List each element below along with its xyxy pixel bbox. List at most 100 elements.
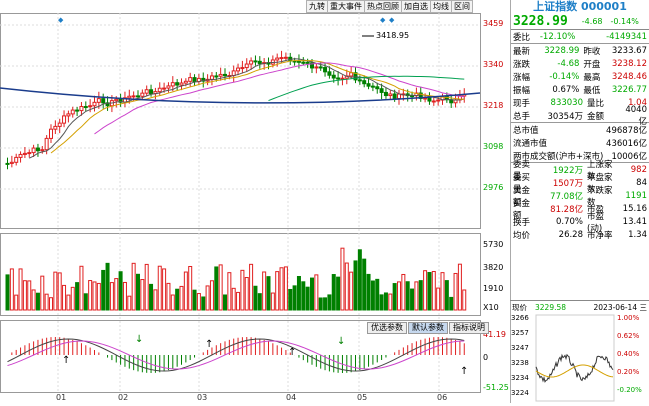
- candle-body: [170, 82, 175, 87]
- mini-datetime: 2023-06-14 三: [593, 302, 647, 312]
- volume-bar: [175, 288, 180, 311]
- quote-label: 两市成交额(沪市+深市): [513, 151, 604, 162]
- candle-body: [183, 80, 188, 84]
- mini-avg-line: [535, 364, 614, 378]
- quote-panel: 上证指数 000001 3228.99 -4.68 -0.14% 委比 -12.1…: [510, 0, 649, 403]
- candle-body: [223, 73, 227, 77]
- volume-bar: [53, 271, 58, 311]
- macd-dif-line: [7, 338, 465, 372]
- candle-body: [70, 109, 75, 115]
- date-label: 05: [357, 393, 368, 402]
- candle-body: [27, 152, 32, 155]
- volume-bar: [314, 274, 319, 311]
- candle-body: [214, 75, 219, 78]
- candle-body: [431, 100, 436, 103]
- volume-bar: [136, 273, 140, 311]
- macd-axis-label: 41.19: [483, 330, 506, 339]
- quote-value: 13.41: [622, 216, 647, 227]
- quote-row: 现手 833030 量比 1.04: [511, 96, 649, 109]
- candle-body: [257, 60, 262, 64]
- volume-bar: [292, 285, 297, 311]
- volume-bar: [9, 268, 14, 311]
- quote-row: 委买量 1507万 平盘家数 84: [511, 173, 649, 195]
- mini-left-axis-label: 3224: [511, 389, 529, 397]
- volume-bar: [62, 284, 67, 311]
- price-change-pct: -0.14%: [610, 17, 639, 26]
- candle-body: [357, 79, 362, 82]
- volume-bar: [57, 272, 62, 311]
- toolbar-button-hot-review[interactable]: 热点回顾: [364, 0, 402, 13]
- quote-value: 1507万: [552, 178, 583, 189]
- quote-value: 833030: [550, 97, 583, 108]
- quote-value: 30354万: [547, 111, 583, 122]
- intraday-mini-chart[interactable]: 现价 3229.58 2023-06-14 三 3266 3257 3247 3238…: [510, 300, 649, 403]
- candle-body: [349, 72, 354, 77]
- volume-bar: [5, 274, 10, 311]
- volume-bar: [344, 262, 349, 311]
- buy-arrow-icon: ↑: [62, 355, 70, 366]
- mini-right-axis-label: 0.40%: [617, 350, 640, 358]
- volume-bar: [462, 289, 467, 311]
- candle-body: [249, 60, 254, 65]
- candle-body: [188, 77, 193, 82]
- toolbar-button-range[interactable]: 区间: [451, 0, 473, 13]
- mini-left-axis-label: 3234: [511, 374, 529, 382]
- volume-bar: [262, 271, 267, 311]
- candle-body: [31, 147, 36, 154]
- volume-bar: [105, 262, 110, 311]
- mini-price-line: [535, 353, 614, 383]
- volume-bar: [336, 276, 341, 311]
- candle-body: [66, 113, 71, 117]
- volume-bar: [253, 285, 258, 311]
- volume-bar: [49, 297, 53, 311]
- quote-value: 1191: [625, 190, 647, 201]
- candle-body: [327, 71, 332, 76]
- candle-body: [427, 97, 432, 102]
- candle-body: [296, 60, 301, 63]
- volume-bar: [244, 277, 249, 311]
- toolbar-button-events[interactable]: 重大事件: [327, 0, 365, 13]
- volume-bar: [83, 293, 88, 311]
- volume-bar: [218, 264, 223, 311]
- tab-indicator-help[interactable]: 指标说明: [449, 322, 489, 334]
- kline-chart-area[interactable]: ↓ ↑ ↑ ↓ ↑ ↑ ◆ ◆ ◆ 九转 重大事件 热点回顾 加自选 均线 区间 3459 33…: [0, 0, 510, 403]
- volume-axis-label: 3820: [483, 263, 504, 272]
- volume-bar: [66, 294, 71, 311]
- price-panel-frame: [0, 13, 481, 229]
- ma20-line: [94, 62, 465, 135]
- mini-right-axis-label: 0.62%: [617, 332, 640, 340]
- quote-label: 卖金额: [513, 185, 531, 208]
- quote-label: 振幅: [513, 85, 531, 96]
- volume-bar: [131, 262, 136, 311]
- tab-optimal-params[interactable]: 优选参数: [367, 322, 407, 334]
- current-price-row: 3228.99 -4.68 -0.14%: [511, 14, 649, 30]
- quote-value: 1922万: [552, 165, 583, 176]
- volume-bar: [349, 271, 354, 311]
- volume-bar: [401, 273, 406, 311]
- volume-bar: [122, 281, 127, 311]
- volume-bar: [283, 266, 288, 311]
- candle-body: [209, 75, 214, 80]
- quote-value: 0.70%: [555, 216, 583, 227]
- candle-body: [331, 74, 336, 79]
- volume-bar: [275, 271, 280, 311]
- volume-bar: [27, 280, 32, 311]
- tab-default-params[interactable]: 默认参数: [408, 322, 448, 334]
- date-label: 06: [437, 393, 448, 402]
- candle-body: [131, 95, 136, 98]
- quote-label: 总市值: [513, 125, 539, 136]
- quote-value: 3233.67: [611, 45, 647, 56]
- quote-label: 涨跌: [513, 59, 531, 70]
- quote-label: 委卖量: [513, 159, 531, 182]
- volume-bar: [392, 283, 397, 311]
- candle-body: [5, 162, 10, 165]
- candle-body: [336, 77, 341, 80]
- volume-bar: [288, 288, 293, 311]
- toolbar-button-add-watchlist[interactable]: 加自选: [401, 0, 431, 13]
- buy-arrow-icon: ↑: [205, 339, 213, 350]
- candle-body: [162, 87, 167, 90]
- toolbar-button-jiuzhuan[interactable]: 九转: [306, 0, 328, 13]
- quote-row: 均价 26.28 市净率 1.34: [511, 228, 649, 241]
- kline-svg[interactable]: ↓ ↑↑↓↑↑◆ ◆ ◆: [0, 0, 510, 403]
- toolbar-button-ma[interactable]: 均线: [430, 0, 452, 13]
